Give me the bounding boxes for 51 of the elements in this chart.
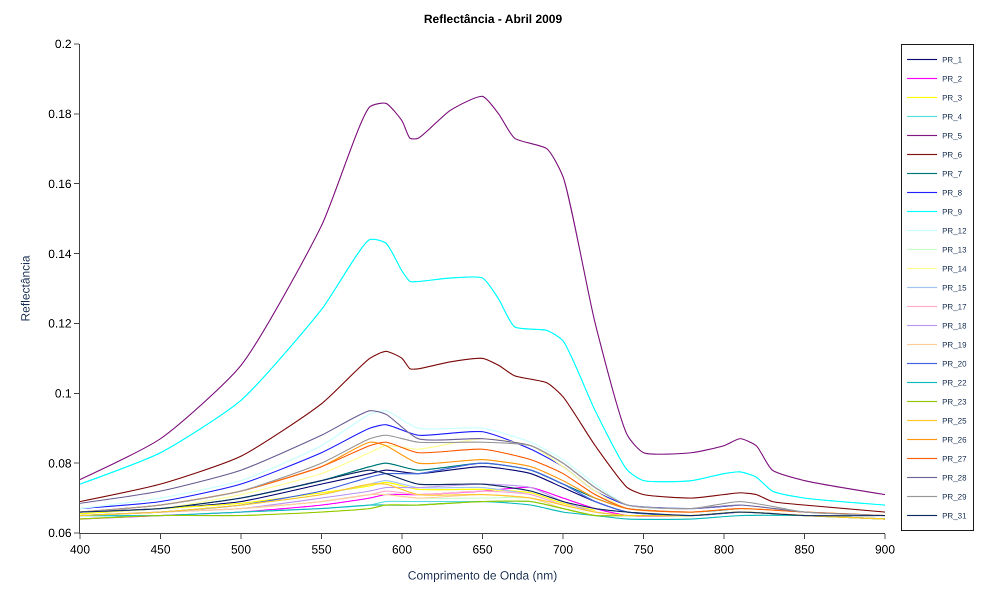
line-series — [80, 239, 885, 506]
chart-title: Reflectância - Abril 2009 — [424, 12, 562, 26]
legend-label: PR_23 — [942, 398, 968, 407]
legend-label: PR_3 — [942, 94, 963, 103]
x-tick-label: 900 — [874, 542, 896, 556]
legend-label: PR_12 — [942, 226, 968, 236]
legend-label: PR_14 — [942, 264, 968, 274]
legend-label: PR_29 — [942, 492, 968, 502]
y-axis-title: Reflectância — [18, 255, 33, 322]
legend-label: PR_28 — [942, 474, 968, 483]
legend-label: PR_9 — [942, 208, 963, 217]
x-axis-title: Comprimento de Onda (nm) — [408, 568, 558, 582]
x-tick-label: 650 — [472, 542, 493, 556]
legend-label: PR_19 — [942, 340, 968, 350]
legend-label: PR_20 — [942, 360, 968, 369]
y-tick-label: 0.16 — [48, 176, 72, 191]
x-tick-label: 750 — [633, 542, 654, 556]
legend-label: PR_22 — [942, 378, 968, 388]
y-tick-label: 0.1 — [54, 386, 72, 400]
x-tick-label: 700 — [552, 542, 574, 556]
legend-label: PR_4 — [942, 112, 963, 122]
legend-label: PR_7 — [942, 170, 963, 179]
x-tick-label: 550 — [311, 542, 332, 556]
y-tick-label: 0.14 — [48, 246, 72, 261]
legend-label: PR_27 — [942, 454, 968, 464]
legend-label: PR_25 — [942, 416, 968, 426]
line-series — [80, 482, 596, 514]
x-tick-label: 450 — [150, 542, 171, 556]
legend-label: PR_6 — [942, 150, 963, 160]
y-tick-label: 0.18 — [48, 107, 72, 122]
x-tick-label: 400 — [70, 542, 90, 556]
legend-label: PR_15 — [942, 284, 968, 293]
line-series — [80, 350, 885, 513]
y-tick-label: 0.2 — [54, 37, 72, 52]
legend-label: PR_8 — [942, 188, 963, 198]
x-tick-label: 600 — [392, 542, 412, 556]
y-tick-label: 0.08 — [48, 456, 72, 470]
y-tick-label: 0.06 — [48, 526, 72, 540]
line-series — [80, 96, 885, 496]
legend-label: PR_18 — [942, 322, 968, 331]
x-tick-label: 800 — [714, 542, 734, 556]
x-tick-label: 500 — [230, 542, 252, 556]
y-tick-label: 0.12 — [48, 316, 72, 331]
legend-label: PR_26 — [942, 436, 968, 445]
legend-label: PR_1 — [942, 56, 963, 65]
legend-label: PR_2 — [942, 74, 963, 84]
legend-label: PR_13 — [942, 246, 968, 255]
legend-label: PR_31 — [942, 512, 968, 521]
legend-label: PR_5 — [942, 132, 963, 141]
legend-label: PR_17 — [942, 302, 968, 312]
x-tick-label: 850 — [794, 542, 815, 556]
